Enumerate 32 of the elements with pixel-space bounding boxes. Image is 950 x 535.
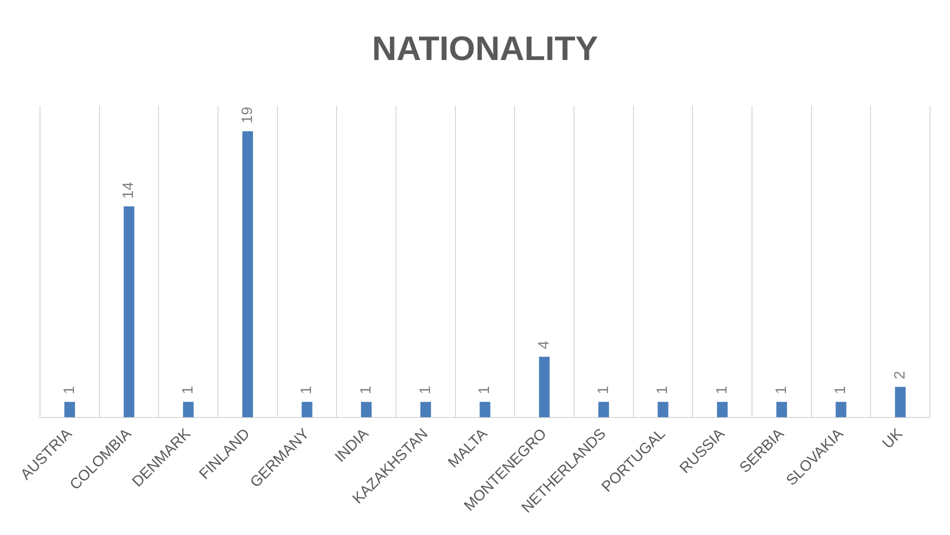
bar xyxy=(598,402,609,418)
data-label: 1 xyxy=(654,386,672,394)
bar xyxy=(64,402,75,418)
bar xyxy=(539,356,550,418)
bar xyxy=(420,402,431,418)
data-label: 1 xyxy=(594,386,612,394)
bar xyxy=(242,131,253,418)
data-label: 4 xyxy=(535,340,552,350)
data-label: 1 xyxy=(416,386,434,394)
data-label: 1 xyxy=(179,386,196,394)
data-label: 1 xyxy=(772,386,790,394)
data-label: 1 xyxy=(298,386,316,394)
bar xyxy=(361,402,372,418)
data-label: 19 xyxy=(238,106,256,124)
bar xyxy=(124,206,134,418)
data-label: 14 xyxy=(120,182,138,199)
bar xyxy=(658,402,668,418)
bar xyxy=(480,402,490,418)
data-label: 1 xyxy=(357,386,374,394)
data-label: 1 xyxy=(713,386,730,394)
bar xyxy=(895,386,906,418)
data-label: 2 xyxy=(891,370,908,380)
data-label: 1 xyxy=(832,386,850,394)
x-tick-label: UK xyxy=(879,425,906,452)
data-label: 1 xyxy=(476,386,494,394)
chart-title: NATIONALITY xyxy=(372,30,598,68)
bar xyxy=(836,402,846,418)
bar xyxy=(717,402,728,418)
data-label: 1 xyxy=(60,386,78,394)
bar xyxy=(302,402,312,418)
bar xyxy=(183,402,194,418)
bar xyxy=(776,402,787,418)
